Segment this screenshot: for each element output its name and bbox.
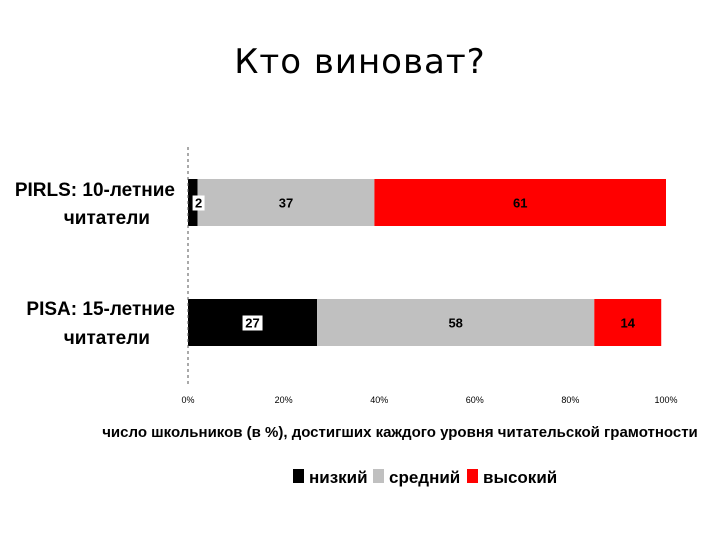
value-label: 61 [513, 196, 527, 211]
x-tick-labels: 0% 20% 40% 60% 80% 100% [181, 395, 677, 405]
bar-segment-2 [197, 179, 375, 226]
value-label: 37 [279, 196, 293, 211]
category-prefix: PISA: [26, 299, 77, 320]
bar-segment-2 [317, 299, 595, 346]
value-label-background [192, 195, 205, 211]
value-label: 27 [245, 316, 259, 331]
value-label: 58 [448, 316, 462, 331]
x-tick-label: 80% [561, 395, 579, 405]
category-label-line1: PISA: 15-летние [26, 299, 175, 320]
x-tick-label: 20% [275, 395, 293, 405]
legend-label: средний [389, 468, 460, 487]
x-tick-label: 0% [181, 395, 194, 405]
category-label-line1: PIRLS: 10-летние [15, 180, 175, 201]
bars [188, 179, 666, 346]
legend-swatch [373, 469, 384, 483]
category-age: 15-летние [77, 299, 175, 320]
x-tick-label: 40% [370, 395, 388, 405]
slide-title: Кто виноват? [234, 42, 486, 82]
category-label-line2: читатели [64, 208, 150, 229]
bar-segment-3 [594, 299, 662, 346]
category-prefix: PIRLS: [15, 180, 77, 201]
category-age: 10-летние [77, 180, 175, 201]
legend: низкий средний высокий [293, 468, 557, 487]
category-label-line2: читатели [64, 328, 150, 349]
value-label: 2 [195, 196, 202, 211]
value-label: 14 [621, 316, 636, 331]
category-labels: PIRLS: 10-летние читатели PISA: 15-летние ч… [15, 180, 175, 349]
value-label-background [242, 315, 263, 331]
legend-label: высокий [483, 468, 557, 487]
x-tick-label: 60% [466, 395, 484, 405]
legend-swatch [293, 469, 304, 483]
x-tick-label: 100% [654, 395, 677, 405]
bar-segment-3 [374, 179, 666, 226]
legend-swatch [467, 469, 478, 483]
x-axis-title: число школьников (в %), достигших каждог… [102, 424, 698, 441]
legend-label: низкий [309, 468, 368, 487]
value-labels: 2 37 61 27 58 14 [192, 195, 636, 331]
